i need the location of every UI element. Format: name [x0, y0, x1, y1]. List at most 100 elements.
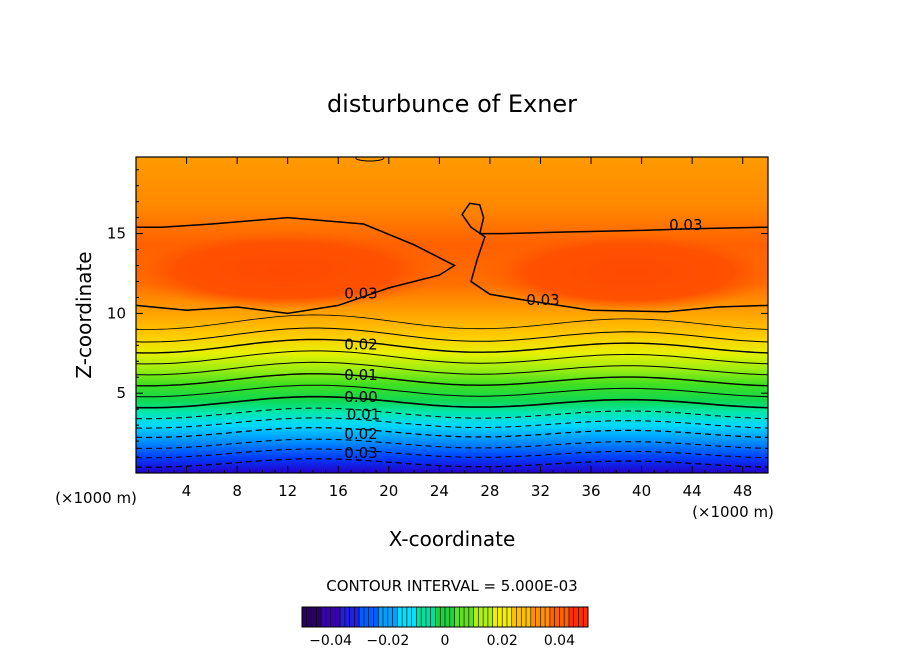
contour-line-003-right — [461, 202, 768, 313]
colorbar-cell — [559, 607, 565, 627]
contour-line — [136, 427, 768, 439]
contour-line — [136, 327, 768, 343]
colorbar-frame — [301, 606, 589, 628]
contour-line — [136, 361, 768, 376]
colorbar-cell — [402, 607, 407, 627]
y-axis-label: Z-coordinate — [72, 251, 96, 378]
colorbar-cell — [564, 607, 569, 627]
colorbar-cell — [449, 607, 455, 627]
colorbar-cell — [425, 607, 431, 627]
colorbar-cell — [359, 607, 364, 627]
contour-label: 0.01 — [347, 406, 380, 424]
colorbar-cell — [373, 607, 379, 627]
colorbar-cell — [568, 607, 574, 627]
colorbar-cell — [383, 607, 388, 627]
colorbar-cell — [311, 607, 317, 627]
x-axis: 4 8 12 16 20 24 28 32 36 40 44 48 — [148, 157, 756, 500]
colorbar-cell — [573, 607, 579, 627]
colorbar-cell — [330, 607, 336, 627]
colorbar-cell — [554, 607, 560, 627]
y-tick-label: 5 — [116, 384, 126, 402]
contour-label: 0.03 — [526, 291, 559, 309]
contour-line — [136, 314, 768, 330]
colorbar-tick-label: −0.04 — [309, 633, 352, 649]
colorbar-cell — [583, 607, 588, 627]
x-tick-label: 24 — [430, 482, 449, 500]
colorbar-cell — [306, 607, 312, 627]
x-tick-label: 28 — [480, 482, 499, 500]
colorbar-cell — [478, 607, 484, 627]
colorbar-cell — [578, 607, 584, 627]
contour-line — [136, 350, 768, 365]
contour-lines — [136, 157, 768, 468]
contour-line — [136, 438, 768, 449]
colorbar-cell — [502, 607, 507, 627]
colorbar-cell — [321, 607, 326, 627]
colorbar-cell — [516, 607, 522, 627]
colorbar-tick-label: −0.02 — [366, 633, 409, 649]
colorbar-cell — [483, 607, 488, 627]
contour-interval-label: CONTOUR INTERVAL = 5.000E-03 — [326, 577, 577, 595]
contour-line-top — [355, 157, 385, 162]
x-tick-label: 12 — [278, 482, 297, 500]
contour-line-003-left — [136, 216, 457, 315]
contour-label: 0.02 — [344, 336, 377, 354]
colorbar-cell — [454, 607, 460, 627]
colorbar-cell — [397, 607, 403, 627]
y-tick-label: 10 — [107, 304, 126, 322]
contour-line — [136, 338, 768, 354]
colorbar-cell — [487, 607, 493, 627]
contour-label: 0.01 — [344, 366, 377, 384]
y-tick-label: 15 — [107, 225, 126, 243]
colorbar-cell — [535, 607, 541, 627]
contour-line — [136, 373, 768, 387]
y-axis: 5 10 15 — [107, 169, 768, 458]
colorbar-cell — [325, 607, 331, 627]
colorbar-cell — [506, 607, 512, 627]
core-right — [480, 232, 768, 312]
colorbar-tick-label: 0.04 — [544, 633, 575, 649]
contour-line — [136, 395, 768, 409]
colorbar-cell — [340, 607, 345, 627]
contour-label: 0.00 — [344, 388, 377, 406]
contour-line — [136, 384, 768, 398]
colorbar-cell — [335, 607, 341, 627]
x-tick-label: 48 — [733, 482, 752, 500]
colorbar-cell — [378, 607, 384, 627]
x-tick-label: 44 — [683, 482, 702, 500]
colorbar-cell — [302, 607, 307, 627]
colorbar-cell — [354, 607, 360, 627]
contour-line — [136, 448, 768, 459]
colorbar-cell — [540, 607, 546, 627]
x-tick-label: 16 — [329, 482, 348, 500]
x-tick-label: 4 — [182, 482, 192, 500]
colorbar-cell — [416, 607, 422, 627]
colorbar-cell — [349, 607, 355, 627]
colorbar-cell — [387, 607, 393, 627]
colorbar-cell — [526, 607, 531, 627]
colorbar-cell — [473, 607, 479, 627]
colorbar-cell — [497, 607, 503, 627]
colorbar-cell — [368, 607, 374, 627]
x-tick-label: 36 — [581, 482, 600, 500]
x-unit-right: (×1000 m) — [692, 503, 774, 521]
colorbar-cell — [492, 607, 498, 627]
colorbar-cell — [406, 607, 412, 627]
colorbar — [301, 607, 588, 627]
core-left — [136, 230, 445, 310]
colorbar-cell — [545, 607, 550, 627]
colorbar-cell — [392, 607, 398, 627]
contour-line — [136, 407, 768, 420]
colorbar-tick-labels: −0.04 −0.02 0 0.02 0.04 — [309, 633, 575, 649]
contour-label: 0.03 — [344, 444, 377, 462]
colorbar-cell — [511, 607, 517, 627]
plot-area — [136, 157, 768, 473]
colorbar-cell — [468, 607, 474, 627]
colorbar-cell — [316, 607, 322, 627]
contour-label: 0.02 — [344, 425, 377, 443]
x-unit-left: (×1000 m) — [55, 489, 137, 507]
contour-label: 0.03 — [669, 216, 702, 234]
field-background — [136, 157, 768, 473]
colorbar-cell — [440, 607, 445, 627]
colorbar-cell — [411, 607, 417, 627]
